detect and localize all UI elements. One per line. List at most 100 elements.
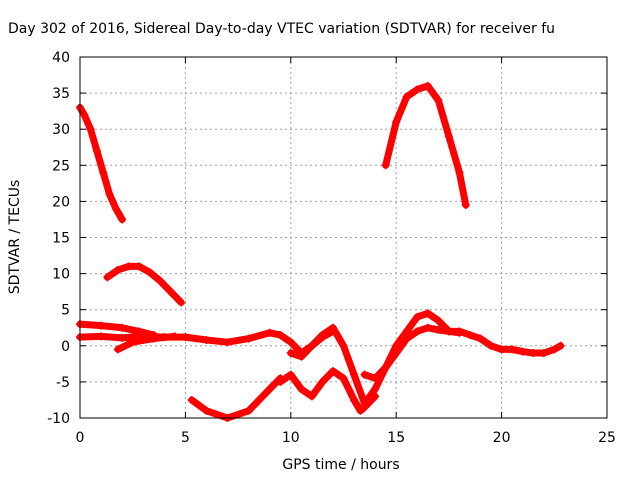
data-point	[135, 262, 144, 271]
x-axis-label: GPS time / hours	[282, 457, 399, 473]
data-point	[318, 330, 327, 339]
data-point	[392, 117, 401, 126]
data-point	[297, 385, 306, 394]
data-point	[328, 323, 337, 332]
data-point	[434, 316, 443, 325]
data-point	[339, 374, 348, 383]
data-series-7	[360, 323, 464, 383]
y-tick-label: 0	[61, 339, 70, 355]
data-point	[455, 168, 464, 177]
data-point	[276, 377, 285, 386]
data-point	[381, 161, 390, 170]
data-series-10	[381, 81, 470, 210]
y-tick-label: 5	[61, 303, 70, 319]
data-point	[413, 85, 422, 94]
x-tick-label: 25	[598, 430, 616, 446]
data-point	[286, 349, 295, 358]
data-point	[202, 406, 211, 415]
data-point	[434, 325, 443, 334]
data-point	[402, 327, 411, 336]
data-point	[476, 334, 485, 343]
data-point	[371, 374, 380, 383]
data-series-5	[113, 332, 179, 354]
x-tick-label: 20	[493, 430, 511, 446]
data-point	[356, 406, 365, 415]
data-point	[497, 345, 506, 354]
data-point	[360, 403, 369, 412]
data-series-6	[286, 309, 565, 408]
plot-frame	[79, 56, 608, 419]
data-point	[111, 204, 120, 213]
data-point	[286, 370, 295, 379]
data-point	[318, 377, 327, 386]
series-trace	[76, 104, 126, 223]
data-point	[187, 395, 196, 404]
data-point	[276, 330, 285, 339]
data-point	[465, 330, 474, 339]
data-point	[350, 395, 359, 404]
data-point	[402, 334, 411, 343]
data-point	[128, 338, 137, 347]
data-point	[529, 349, 538, 358]
data-series-9	[276, 367, 380, 415]
series-trace	[188, 374, 284, 422]
data-point	[118, 323, 127, 332]
x-tick-label: 10	[282, 430, 300, 446]
data-point	[508, 345, 517, 354]
data-point	[360, 370, 369, 379]
data-point	[223, 338, 232, 347]
data-point	[286, 338, 295, 347]
data-point	[518, 347, 527, 356]
data-point	[265, 385, 274, 394]
series-trace	[114, 332, 179, 353]
data-series-2	[103, 262, 186, 307]
data-point	[328, 367, 337, 376]
data-point	[97, 332, 106, 341]
series-trace	[382, 82, 470, 209]
data-point	[434, 96, 443, 105]
y-tick-label: 25	[52, 158, 70, 174]
data-point	[455, 328, 464, 337]
data-point	[124, 262, 133, 271]
data-series-1	[76, 103, 127, 224]
data-point	[307, 392, 316, 401]
data-point	[113, 265, 122, 274]
data-point	[244, 334, 253, 343]
axis-ticks: 0 5 10 15 20 25 -10 -5 0 5 10 15 20 25 30 35 40	[47, 50, 616, 446]
y-tick-label: 35	[52, 86, 70, 102]
data-point	[392, 349, 401, 358]
y-axis-label: SDTVAR / TECUs	[7, 180, 23, 295]
data-point	[350, 370, 359, 379]
data-point	[487, 341, 496, 350]
data-point	[97, 321, 106, 330]
data-point	[381, 363, 390, 372]
series-trace	[361, 324, 463, 382]
data-series	[76, 81, 565, 422]
data-point	[265, 328, 274, 337]
data-point	[371, 385, 380, 394]
data-point	[550, 345, 559, 354]
data-point	[86, 125, 95, 134]
data-point	[113, 345, 122, 354]
y-tick-label: 40	[52, 50, 70, 66]
data-point	[181, 333, 190, 342]
data-point	[307, 341, 316, 350]
y-tick-label: -10	[47, 411, 70, 427]
data-point	[103, 273, 112, 282]
data-point	[461, 201, 470, 210]
data-point	[539, 349, 548, 358]
chart-title: Day 302 of 2016, Sidereal Day-to-day VTE…	[8, 21, 555, 37]
y-tick-label: 15	[52, 231, 70, 247]
data-point	[118, 333, 127, 342]
data-point	[244, 406, 253, 415]
x-tick-label: 0	[76, 430, 85, 446]
data-point	[92, 146, 101, 155]
data-point	[444, 132, 453, 141]
data-point	[423, 81, 432, 90]
grid	[80, 57, 607, 418]
data-point	[423, 309, 432, 318]
data-point	[402, 92, 411, 101]
data-point	[444, 327, 453, 336]
y-tick-label: 20	[52, 194, 70, 210]
